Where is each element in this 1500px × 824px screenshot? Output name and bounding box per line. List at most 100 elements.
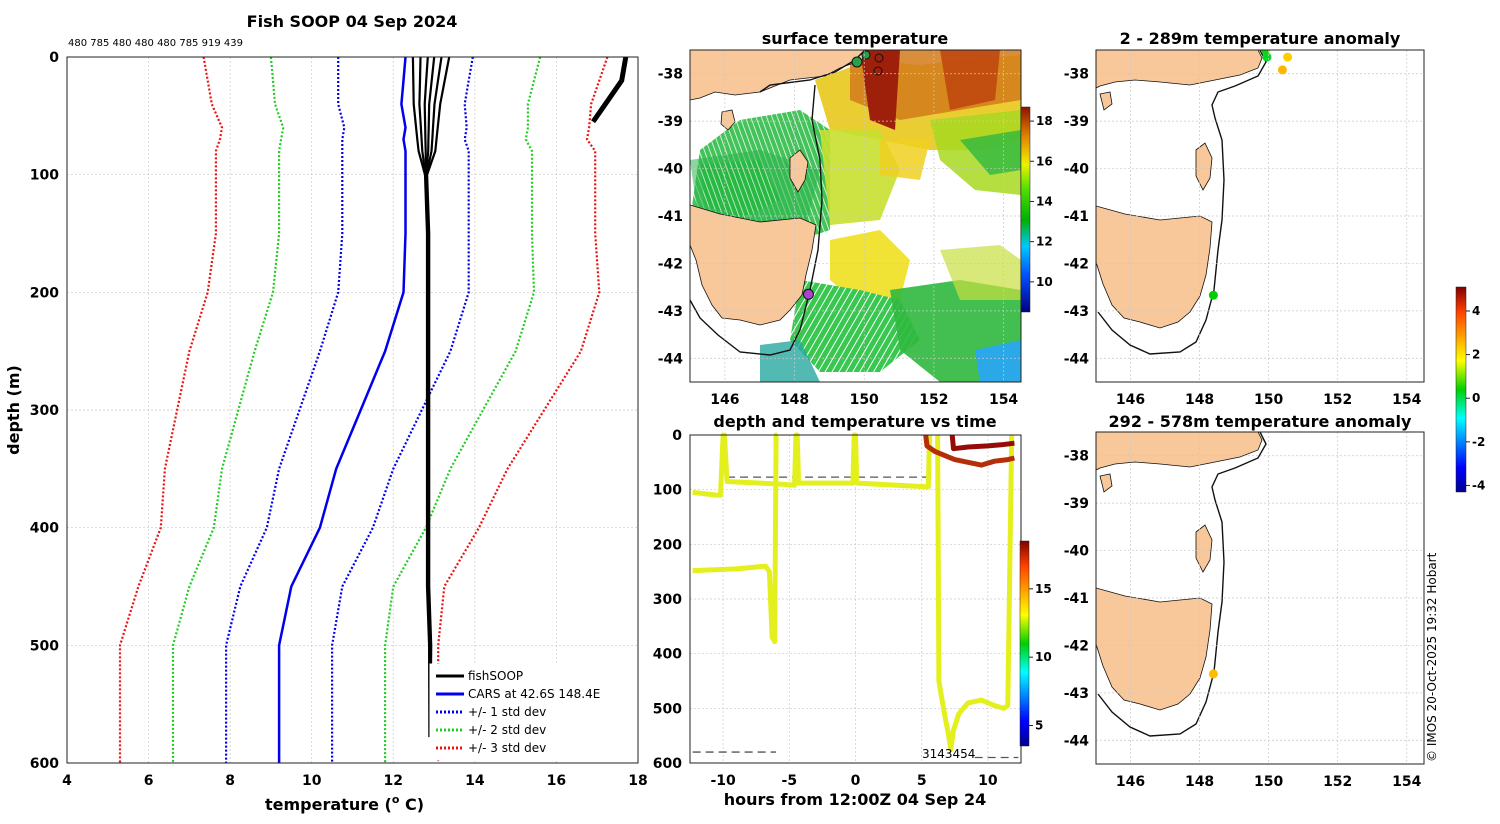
anomaly-point [1260, 50, 1270, 55]
profile-frame [66, 56, 639, 764]
dt-xtick: 5 [917, 773, 927, 789]
map-ytick: -42 [658, 256, 683, 272]
map-xtick: 154 [1392, 774, 1421, 790]
legend-label-std1: +/- 1 std dev [468, 705, 546, 719]
profile-std2-high [384, 56, 542, 763]
depth-time-colorbar-ticks: 15 10 5 [1029, 582, 1052, 733]
map-xtick: 150 [1254, 774, 1283, 790]
map-xtick: 154 [989, 392, 1018, 408]
profile-xlabel-end: C) [399, 795, 424, 814]
sst-position-marker [802, 288, 814, 300]
dt-ytick: 200 [653, 537, 682, 553]
dt-cb-ticklabel: 10 [1035, 650, 1052, 664]
profile-std2-low [171, 56, 285, 763]
profile-xlabel: temperature (o C) [265, 793, 424, 814]
anomaly-point [1208, 669, 1218, 679]
a1-shelf-contour [1097, 50, 1267, 355]
dt-ytick: 500 [653, 701, 682, 717]
a2-land-flinders [1195, 524, 1213, 573]
dt-ytick: 0 [672, 428, 682, 444]
depth-time-title: depth and temperature vs time [713, 412, 996, 431]
map-ytick: -44 [1064, 733, 1090, 749]
dt-xtick: -5 [782, 773, 798, 789]
map-xtick: 150 [1254, 392, 1283, 408]
a1-land-kingisland [1099, 91, 1113, 111]
anomaly-cb-ticklabel: -4 [1472, 478, 1485, 492]
anomaly-lower-frame [1095, 431, 1425, 765]
legend-label-fishsoop: fishSOOP [468, 669, 523, 683]
profile-xlabel-main: temperature ( [265, 795, 392, 814]
anomaly-point [1208, 290, 1218, 300]
anomaly-lower-ticks: 146 148 150 152 154 -38 -39 -40 -41 -42 -43 -44 [1064, 449, 1422, 790]
profile-std3-high [437, 56, 609, 763]
profile-cars-mean [277, 56, 407, 763]
anomaly-colorbar [1455, 286, 1467, 493]
map-ytick: -41 [1064, 209, 1089, 225]
anomaly-upper-points [1208, 50, 1293, 300]
map-ytick: -41 [1064, 591, 1089, 607]
a1-land-flinders [1195, 142, 1213, 191]
map-ytick: -43 [1064, 304, 1089, 320]
dt-ytick: 400 [653, 647, 682, 663]
map-xtick: 150 [850, 392, 879, 408]
profile-ylabel: depth (m) [4, 365, 23, 455]
depth-time-bottom-labels: 3143454 [922, 747, 975, 761]
anomaly-lower-grid [1096, 432, 1424, 764]
map-ytick: -43 [1064, 686, 1089, 702]
dt-xtick: -10 [710, 773, 736, 789]
dt-series-cool-segment-1 [692, 432, 933, 498]
anomaly-cb-ticklabel: 2 [1472, 348, 1480, 362]
profile-grid [67, 57, 638, 763]
dt-series-cool-segment-2 [692, 432, 779, 645]
legend-label-std3: +/- 3 std dev [468, 741, 546, 755]
anomaly-lower-title: 292 - 578m temperature anomaly [1109, 412, 1412, 431]
map-xtick: 154 [1392, 392, 1421, 408]
map-ytick: -40 [658, 162, 684, 178]
sst-title: surface temperature [762, 29, 949, 48]
anomaly-upper-frame [1095, 49, 1425, 383]
map-ytick: -38 [1064, 67, 1089, 83]
anomaly-point [1277, 65, 1287, 75]
dt-series-warm-segment-1 [923, 434, 1015, 468]
profile-xtick: 8 [225, 773, 235, 789]
sst-cb-ticklabel: 18 [1036, 114, 1053, 128]
profile-fishsoop-warm-cast [591, 56, 629, 124]
sst-land-tasmania [690, 204, 817, 326]
map-xtick: 152 [1323, 774, 1352, 790]
profile-ytick: 0 [49, 50, 59, 66]
profile-ytick: 600 [30, 756, 59, 772]
anomaly-colorbar-ticks: 4 2 0 -2 -4 [1466, 304, 1485, 492]
profile-xtick: 6 [144, 773, 154, 789]
sst-cb-ticklabel: 16 [1036, 154, 1053, 168]
profile-xtick: 10 [302, 773, 322, 789]
sst-track-markers [802, 50, 884, 300]
a2-land-kingisland [1099, 473, 1113, 493]
sst-land-mainland [690, 50, 866, 101]
map-ytick: -44 [658, 351, 684, 367]
map-ytick: -41 [658, 209, 683, 225]
profile-lines [118, 56, 629, 763]
profile-top-annotation: 480 785 480 480 480 785 919 439 [68, 38, 243, 49]
map-ytick: -40 [1064, 162, 1090, 178]
profile-fishsoop-cast [425, 56, 451, 691]
profile-title: Fish SOOP 04 Sep 2024 [247, 12, 458, 31]
profile-ytick: 200 [30, 285, 59, 301]
a1-land-mainland [1096, 50, 1263, 89]
depth-time-grid [690, 435, 1021, 763]
legend-box [429, 663, 636, 761]
map-xtick: 146 [1116, 774, 1145, 790]
depth-time-panel: depth and temperature vs time -10 -5 0 5 100… [653, 412, 1052, 809]
legend-label-std2: +/- 2 std dev [468, 723, 546, 737]
anomaly-lower-panel: 292 - 578m temperature anomaly 146 148 150… [1064, 412, 1425, 790]
a2-land-mainland [1096, 432, 1263, 471]
anomaly-upper-grid [1096, 50, 1424, 382]
map-ytick: -38 [658, 67, 683, 83]
map-xtick: 148 [1185, 392, 1214, 408]
map-xtick: 146 [710, 392, 739, 408]
sst-cb-ticklabel: 10 [1036, 275, 1053, 289]
anomaly-point [1262, 52, 1272, 62]
depth-time-colorbar [1019, 540, 1030, 747]
map-xtick: 146 [1116, 392, 1145, 408]
profile-xlabel-sup: o [392, 793, 400, 806]
